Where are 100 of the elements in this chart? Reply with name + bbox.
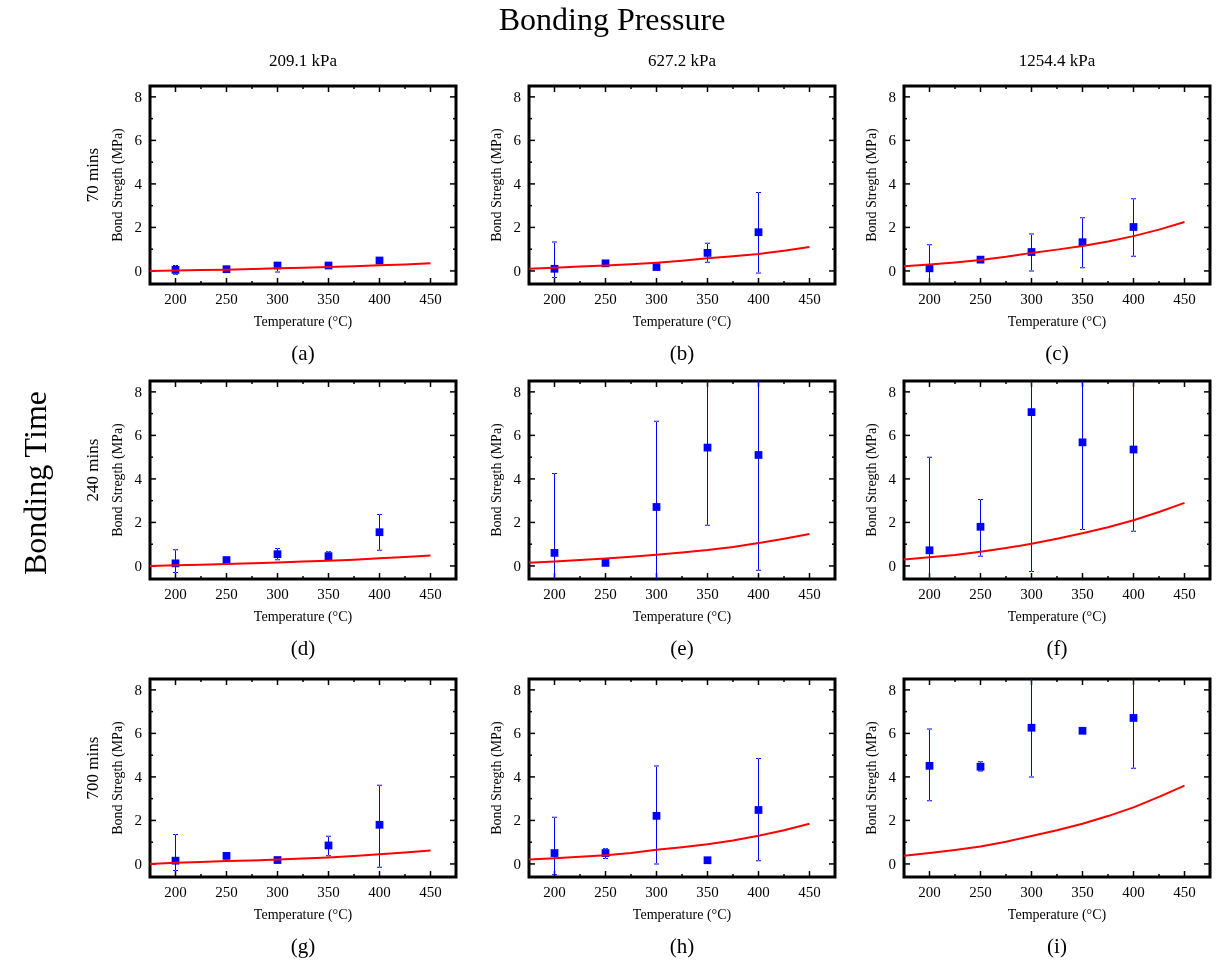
y-tick-label: 0 (513, 557, 521, 574)
x-tick-label: 200 (543, 586, 566, 602)
x-tick-label: 300 (645, 291, 668, 307)
x-tick-label: 250 (969, 884, 992, 900)
x-axis-title: Temperature (°C) (632, 907, 732, 923)
x-tick-label: 400 (1122, 291, 1145, 307)
y-axis-title: Bond Stregth (MPa) (110, 422, 126, 537)
y-axis-title: Bond Stregth (MPa) (110, 127, 126, 242)
text: (g) (290, 934, 316, 958)
y-axis-title: Bond Stregth (MPa) (110, 720, 126, 835)
point (976, 522, 985, 531)
x-tick-label: 400 (368, 586, 391, 602)
text: Bonding Time (17, 390, 53, 576)
y-tick-label: 6 (888, 427, 897, 444)
x-tick-label: 350 (317, 586, 340, 602)
text: (a) (291, 341, 315, 365)
x-tick-label: 250 (215, 291, 238, 307)
y-tick-label: 0 (134, 557, 142, 574)
point (754, 228, 763, 237)
chart-title: 209.1 kPa (269, 51, 338, 70)
text: (d) (290, 636, 316, 660)
x-axis-title: Temperature (°C) (1007, 609, 1107, 625)
y-tick-label: 8 (513, 383, 521, 400)
x-tick-label: 450 (798, 586, 821, 602)
x-tick-label: 200 (543, 291, 566, 307)
y-tick-label: 0 (888, 557, 896, 574)
text: 70 mins (83, 147, 102, 203)
x-axis-title: Temperature (°C) (253, 609, 353, 625)
text: (f) (1046, 636, 1068, 660)
y-tick-label: 0 (134, 262, 142, 279)
y-tick-label: 2 (134, 219, 142, 236)
y-tick-label: 8 (888, 383, 896, 400)
x-tick-label: 350 (696, 884, 719, 900)
y-tick-label: 4 (888, 470, 897, 487)
x-tick-label: 450 (798, 291, 821, 307)
text: (b) (669, 341, 695, 365)
y-tick-label: 8 (134, 383, 142, 400)
y-tick-label: 2 (513, 514, 521, 531)
x-tick-label: 300 (1020, 291, 1043, 307)
y-tick-label: 4 (513, 175, 522, 192)
y-tick-label: 0 (513, 855, 521, 872)
x-tick-label: 300 (266, 586, 289, 602)
x-tick-label: 250 (594, 586, 617, 602)
text: 700 mins (83, 736, 102, 800)
point (703, 856, 712, 865)
y-tick-label: 2 (888, 812, 896, 829)
x-tick-label: 300 (1020, 884, 1043, 900)
x-tick-label: 200 (918, 291, 941, 307)
point (375, 820, 384, 829)
y-tick-label: 0 (513, 262, 521, 279)
y-tick-label: 4 (888, 175, 897, 192)
point (375, 528, 384, 537)
y-tick-label: 2 (134, 514, 142, 531)
x-tick-label: 400 (368, 884, 391, 900)
x-tick-label: 250 (594, 884, 617, 900)
y-tick-label: 4 (513, 470, 522, 487)
x-tick-label: 300 (645, 884, 668, 900)
y-tick-label: 2 (513, 812, 521, 829)
point (652, 811, 661, 820)
line-series (528, 822, 811, 861)
y-tick-label: 4 (888, 768, 897, 785)
point (754, 451, 763, 459)
chart-title: 1254.4 kPa (1018, 51, 1096, 70)
y-axis-title: Bond Stregth (MPa) (864, 422, 880, 537)
y-tick-label: 4 (134, 768, 143, 785)
x-tick-label: 450 (419, 884, 442, 900)
y-tick-label: 8 (134, 88, 142, 105)
y-tick-label: 8 (513, 88, 521, 105)
y-axis-title: Bond Stregth (MPa) (489, 422, 505, 537)
y-tick-label: 6 (134, 132, 143, 149)
x-tick-label: 250 (215, 586, 238, 602)
y-tick-label: 6 (513, 132, 522, 149)
x-tick-label: 450 (419, 291, 442, 307)
x-axis-title: Temperature (°C) (253, 907, 353, 923)
y-tick-label: 4 (134, 175, 143, 192)
x-tick-label: 300 (645, 586, 668, 602)
y-axis-title: Bond Stregth (MPa) (489, 127, 505, 242)
x-tick-label: 200 (543, 884, 566, 900)
x-tick-label: 450 (1173, 884, 1196, 900)
point (703, 249, 712, 257)
x-tick-label: 350 (1071, 884, 1094, 900)
x-axis-title: Temperature (°C) (253, 314, 353, 330)
y-tick-label: 0 (888, 855, 896, 872)
x-tick-label: 350 (696, 586, 719, 602)
x-tick-label: 450 (1173, 291, 1196, 307)
x-tick-label: 400 (368, 291, 391, 307)
x-tick-label: 200 (918, 586, 941, 602)
point (925, 546, 934, 555)
x-tick-label: 250 (969, 586, 992, 602)
x-axis-title: Temperature (°C) (632, 314, 732, 330)
x-tick-label: 350 (317, 884, 340, 900)
x-tick-label: 450 (1173, 586, 1196, 602)
y-tick-label: 4 (513, 768, 522, 785)
point (754, 806, 763, 814)
text: Bonding Pressure (498, 1, 726, 37)
y-tick-label: 6 (134, 427, 143, 444)
x-tick-label: 250 (594, 291, 617, 307)
x-axis-title: Temperature (°C) (632, 609, 732, 625)
y-tick-label: 8 (134, 681, 142, 698)
x-tick-label: 200 (918, 884, 941, 900)
